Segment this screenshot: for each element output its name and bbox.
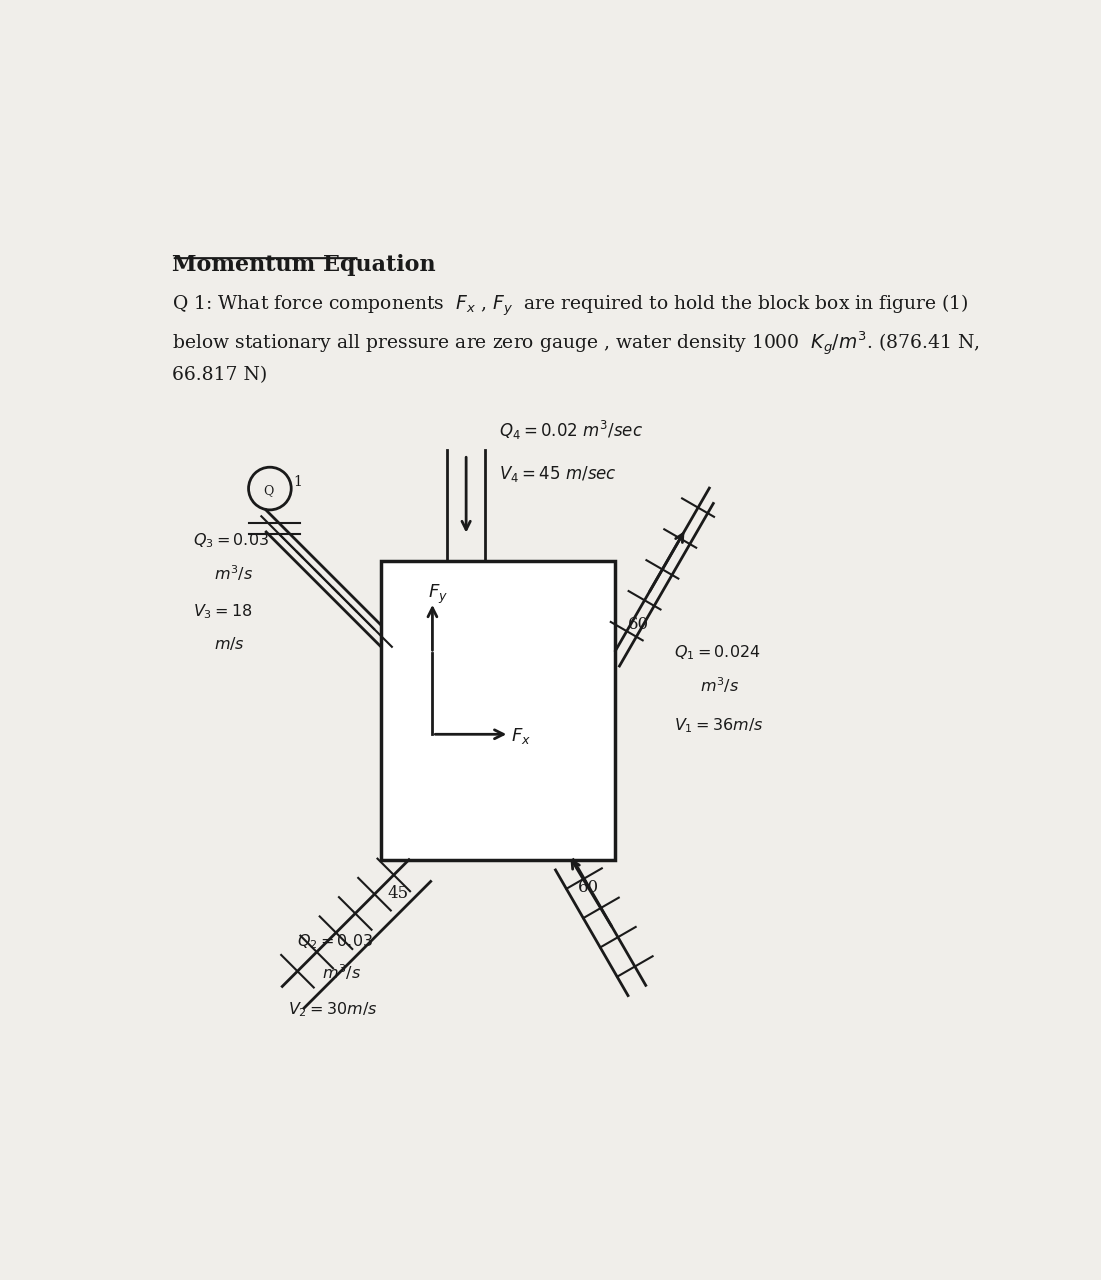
Text: $V_3=18$: $V_3=18$ (193, 603, 252, 621)
Text: $m^3/s$: $m^3/s$ (699, 676, 739, 696)
Text: $m^3/s$: $m^3/s$ (214, 564, 253, 584)
Text: 60: 60 (578, 879, 599, 896)
Text: 60: 60 (629, 617, 650, 634)
Text: $m/s$: $m/s$ (214, 636, 246, 653)
Text: $F_y$: $F_y$ (428, 582, 448, 605)
Text: $Q_4=0.02\ m^3/sec$: $Q_4=0.02\ m^3/sec$ (499, 419, 643, 442)
Text: $m^3/s$: $m^3/s$ (323, 963, 361, 983)
Text: Momentum Equation: Momentum Equation (172, 253, 435, 276)
Text: Q 1: What force components  $F_x$ , $F_y$  are required to hold the block box in: Q 1: What force components $F_x$ , $F_y$… (172, 292, 980, 384)
Text: $Q_1=0.024$: $Q_1=0.024$ (674, 644, 761, 663)
Text: Q: Q (263, 484, 273, 497)
Text: $F_x$: $F_x$ (511, 726, 531, 746)
Text: $Q_3=0.03$: $Q_3=0.03$ (193, 531, 269, 550)
Text: $Q_2=0.03$: $Q_2=0.03$ (296, 932, 372, 951)
Text: $V_4=45\ m/sec$: $V_4=45\ m/sec$ (499, 465, 617, 484)
Text: $V_2=30m/s$: $V_2=30m/s$ (288, 1001, 378, 1019)
Text: 1: 1 (294, 475, 303, 489)
Text: $V_1=36m/s$: $V_1=36m/s$ (674, 717, 763, 735)
Text: 45: 45 (388, 884, 408, 902)
Bar (381, 561, 615, 860)
